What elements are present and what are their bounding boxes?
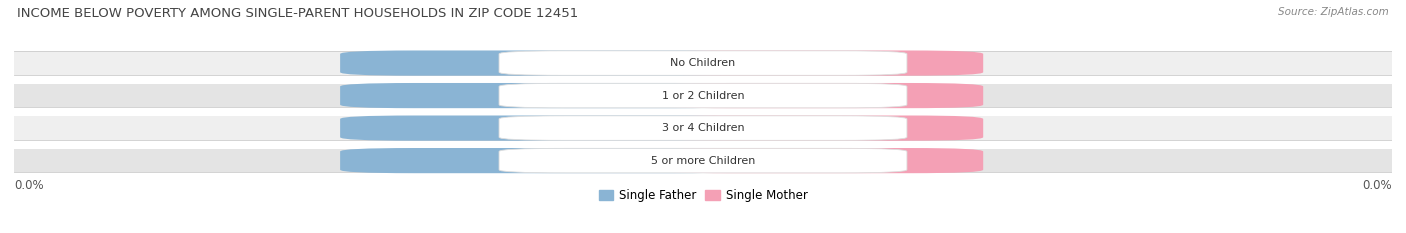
FancyBboxPatch shape <box>657 51 983 76</box>
FancyBboxPatch shape <box>657 116 983 141</box>
FancyBboxPatch shape <box>340 148 749 173</box>
FancyBboxPatch shape <box>14 149 1392 172</box>
Text: 0.0%: 0.0% <box>530 91 560 101</box>
Text: 0.0%: 0.0% <box>806 156 835 166</box>
FancyBboxPatch shape <box>499 83 907 108</box>
FancyBboxPatch shape <box>340 116 749 141</box>
Text: 0.0%: 0.0% <box>806 91 835 101</box>
Text: 0.0%: 0.0% <box>530 58 560 68</box>
Text: 1 or 2 Children: 1 or 2 Children <box>662 91 744 101</box>
FancyBboxPatch shape <box>14 84 1392 107</box>
FancyBboxPatch shape <box>340 83 749 108</box>
FancyBboxPatch shape <box>657 83 983 108</box>
Text: 0.0%: 0.0% <box>806 123 835 133</box>
FancyBboxPatch shape <box>499 116 907 140</box>
Text: 0.0%: 0.0% <box>806 58 835 68</box>
Text: INCOME BELOW POVERTY AMONG SINGLE-PARENT HOUSEHOLDS IN ZIP CODE 12451: INCOME BELOW POVERTY AMONG SINGLE-PARENT… <box>17 7 578 20</box>
Text: 0.0%: 0.0% <box>530 156 560 166</box>
FancyBboxPatch shape <box>657 148 983 173</box>
FancyBboxPatch shape <box>14 116 1392 140</box>
Text: No Children: No Children <box>671 58 735 68</box>
Legend: Single Father, Single Mother: Single Father, Single Mother <box>593 184 813 207</box>
Text: 3 or 4 Children: 3 or 4 Children <box>662 123 744 133</box>
FancyBboxPatch shape <box>499 148 907 173</box>
Text: 0.0%: 0.0% <box>1362 179 1392 192</box>
Text: 0.0%: 0.0% <box>530 123 560 133</box>
Text: Source: ZipAtlas.com: Source: ZipAtlas.com <box>1278 7 1389 17</box>
Text: 0.0%: 0.0% <box>14 179 44 192</box>
FancyBboxPatch shape <box>499 51 907 75</box>
FancyBboxPatch shape <box>340 51 749 76</box>
FancyBboxPatch shape <box>14 51 1392 75</box>
Text: 5 or more Children: 5 or more Children <box>651 156 755 166</box>
